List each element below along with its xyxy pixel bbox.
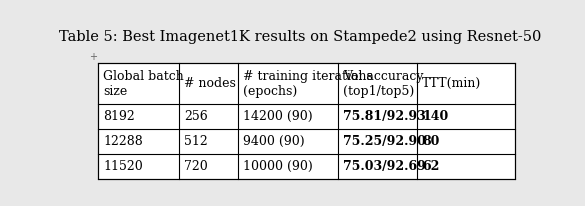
Text: 9400 (90): 9400 (90) — [243, 135, 304, 148]
Text: 75.81/92.93: 75.81/92.93 — [343, 110, 426, 123]
Text: 8192: 8192 — [103, 110, 135, 123]
Text: Table 5: Best Imagenet1K results on Stampede2 using Resnet-50: Table 5: Best Imagenet1K results on Stam… — [58, 30, 541, 44]
Text: Global batch
size: Global batch size — [103, 70, 184, 98]
Text: 14200 (90): 14200 (90) — [243, 110, 312, 123]
Text: 80: 80 — [422, 135, 439, 148]
Text: TTT(min): TTT(min) — [422, 77, 481, 90]
Text: +: + — [89, 52, 97, 62]
Text: # nodes: # nodes — [184, 77, 236, 90]
Text: 12288: 12288 — [103, 135, 143, 148]
Text: 256: 256 — [184, 110, 208, 123]
Text: 62: 62 — [422, 160, 439, 173]
Text: 75.03/92.69: 75.03/92.69 — [343, 160, 426, 173]
Text: 10000 (90): 10000 (90) — [243, 160, 312, 173]
Text: 512: 512 — [184, 135, 208, 148]
Text: 720: 720 — [184, 160, 208, 173]
Text: 11520: 11520 — [103, 160, 143, 173]
Text: Val accuracy
(top1/top5): Val accuracy (top1/top5) — [343, 70, 424, 98]
Text: 140: 140 — [422, 110, 448, 123]
Text: # training iterations
(epochs): # training iterations (epochs) — [243, 70, 373, 98]
Text: 75.25/92.90: 75.25/92.90 — [343, 135, 426, 148]
